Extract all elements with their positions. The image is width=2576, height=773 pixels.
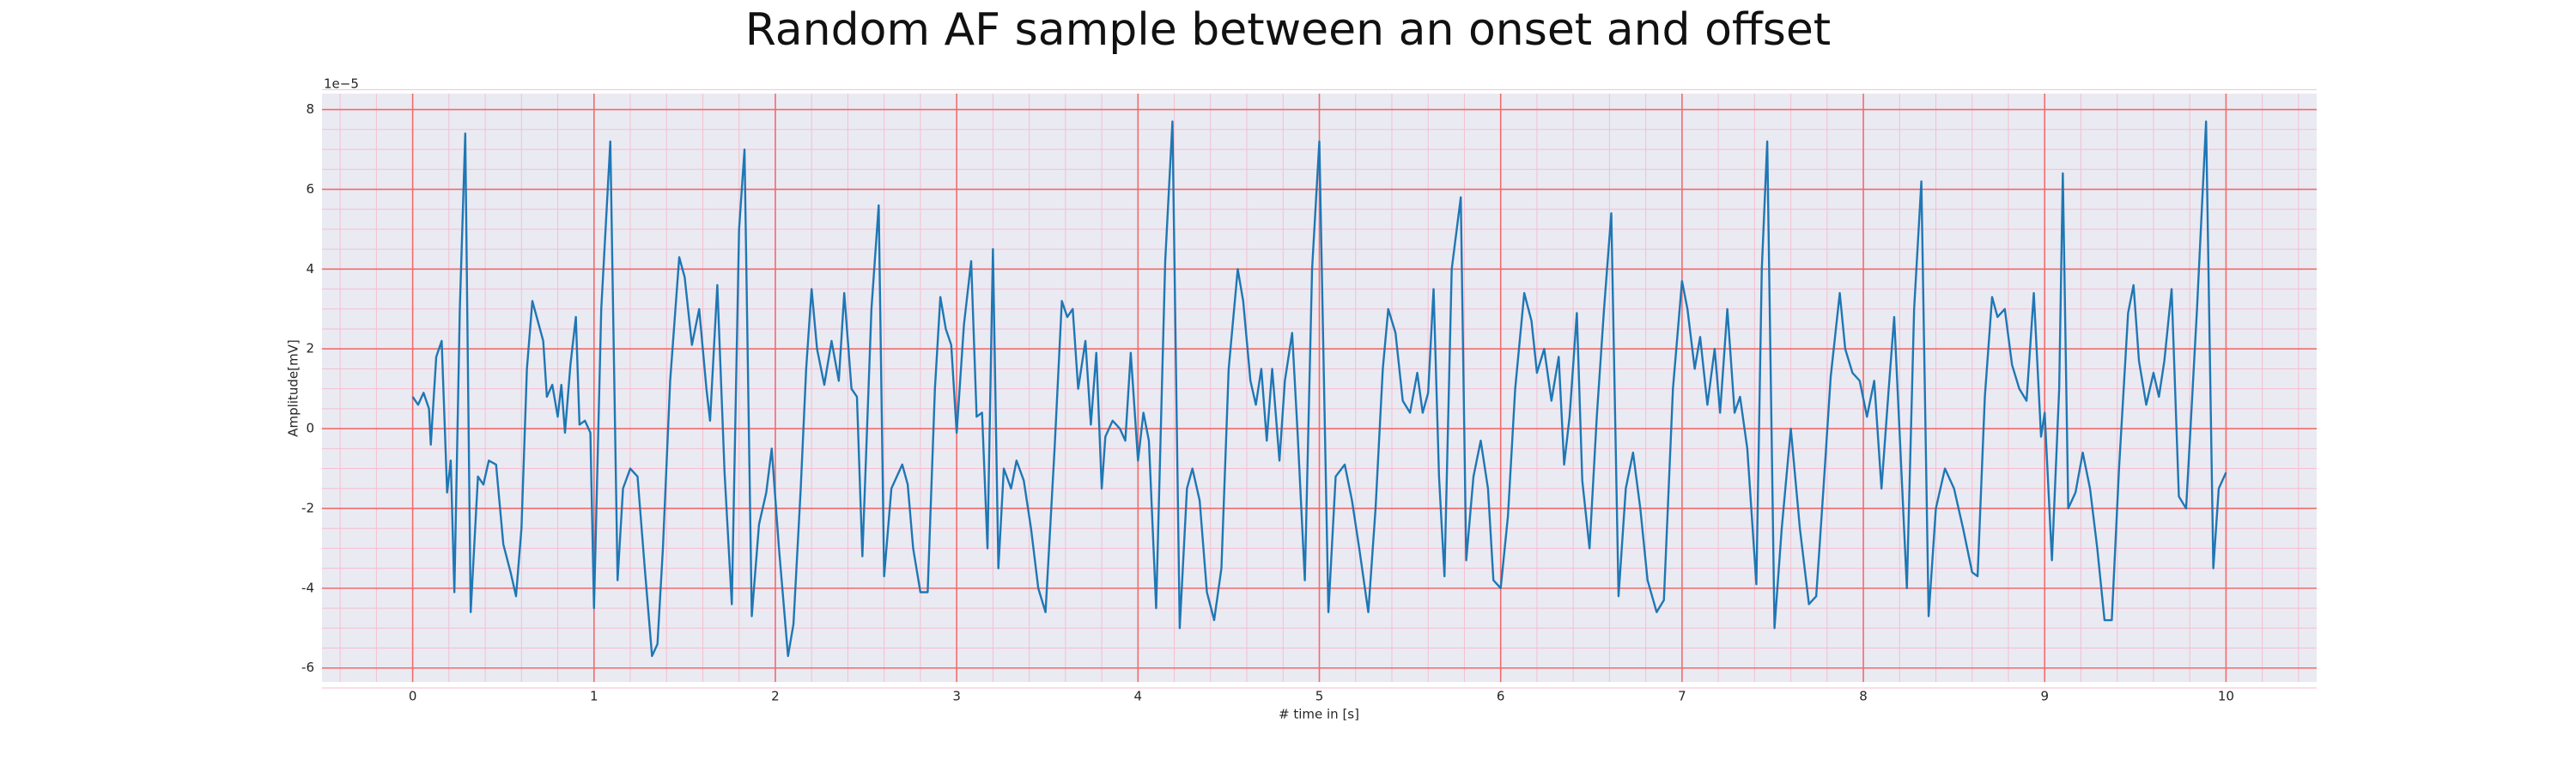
- x-axis-label: # time in [s]: [1279, 707, 1359, 722]
- chart-title: Random AF sample between an onset and of…: [745, 4, 1831, 56]
- y-tick-label: -4: [301, 580, 314, 595]
- y-tick-label: 4: [306, 261, 314, 277]
- x-tick-label: 3: [952, 689, 961, 704]
- x-tick-label: 6: [1497, 689, 1505, 704]
- x-tick-label: 0: [409, 689, 417, 704]
- y-tick-label: -2: [301, 500, 314, 515]
- y-tick-label: 2: [306, 341, 314, 356]
- y-offset-label: 1e−5: [324, 76, 359, 92]
- y-axis-label: Amplitude[mV]: [286, 339, 301, 436]
- x-tick-label: 5: [1315, 689, 1324, 704]
- data-line: [411, 120, 2227, 658]
- x-tick-label: 2: [771, 689, 780, 704]
- plot-area: [322, 88, 2317, 689]
- x-tick-label: 7: [1678, 689, 1686, 704]
- x-tick-label: 1: [590, 689, 598, 704]
- x-tick-label: 4: [1134, 689, 1143, 704]
- x-tick-label: 9: [2040, 689, 2049, 704]
- y-tick-label: 8: [306, 101, 314, 117]
- x-tick-label: 10: [2218, 689, 2234, 704]
- y-tick-label: 6: [306, 181, 314, 197]
- y-tick-label: 0: [306, 421, 314, 436]
- x-tick-label: 8: [1859, 689, 1868, 704]
- y-tick-label: -6: [301, 660, 314, 675]
